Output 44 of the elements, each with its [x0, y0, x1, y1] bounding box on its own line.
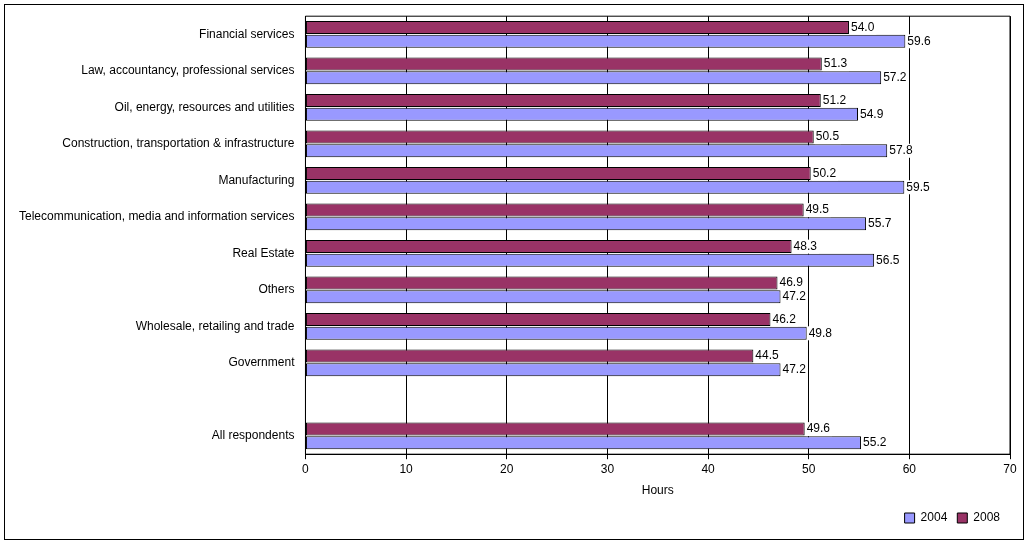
y-tick-label: Telecommunication, media and information services: [18, 209, 295, 224]
y-tick-label: Manufacturing: [218, 172, 295, 187]
x-tick-label: 0: [302, 461, 310, 476]
data-label: 50.5: [815, 129, 840, 144]
data-label: 55.7: [868, 216, 892, 231]
legend-label: 2004: [920, 510, 948, 525]
data-label: 49.5: [805, 202, 830, 217]
y-tick-label: Government: [228, 355, 296, 370]
x-tick-label: 60: [902, 461, 917, 476]
y-tick-label: Law, accountancy, professional services: [81, 63, 295, 78]
y-tick-label: Wholesale, retailing and trade: [135, 318, 295, 333]
data-label: 44.5: [755, 348, 780, 363]
data-label: 46.2: [772, 311, 797, 326]
data-label: 55.2: [863, 435, 887, 450]
y-tick-label: Real Estate: [232, 245, 295, 260]
y-tick-label: All respondents: [211, 428, 295, 443]
data-label: 59.6: [907, 33, 932, 48]
x-tick-label: 40: [701, 461, 716, 476]
x-tick-label: 20: [500, 461, 514, 476]
legend-label: 2008: [973, 510, 1001, 525]
y-tick-label: Construction, transportation & infrastructure: [62, 136, 295, 151]
x-axis-title: Hours: [641, 483, 674, 498]
data-label: 47.2: [782, 362, 807, 377]
data-label: 50.2: [812, 165, 837, 180]
data-label: 49.6: [806, 421, 831, 436]
y-tick-label: Financial services: [199, 26, 295, 41]
data-label: 57.8: [889, 143, 913, 158]
data-label: 49.8: [808, 325, 833, 340]
y-tick-label: Oil, energy, resources and utilities: [114, 99, 295, 114]
x-tick-label: 30: [600, 461, 615, 476]
x-tick-label: 70: [1003, 461, 1017, 476]
data-label: 48.3: [793, 238, 818, 253]
data-label: 46.9: [779, 275, 804, 290]
y-tick-label: Others: [258, 282, 295, 297]
data-label: 51.3: [823, 56, 848, 71]
data-label: 57.2: [883, 70, 907, 85]
data-label: 56.5: [876, 252, 900, 267]
data-label: 47.2: [782, 289, 807, 304]
data-label: 59.5: [906, 179, 930, 194]
x-tick-label: 10: [399, 461, 414, 476]
data-label: 54.0: [850, 19, 875, 34]
x-tick-label: 50: [802, 461, 816, 476]
data-label: 54.9: [860, 106, 884, 121]
data-label: 51.2: [822, 92, 847, 107]
